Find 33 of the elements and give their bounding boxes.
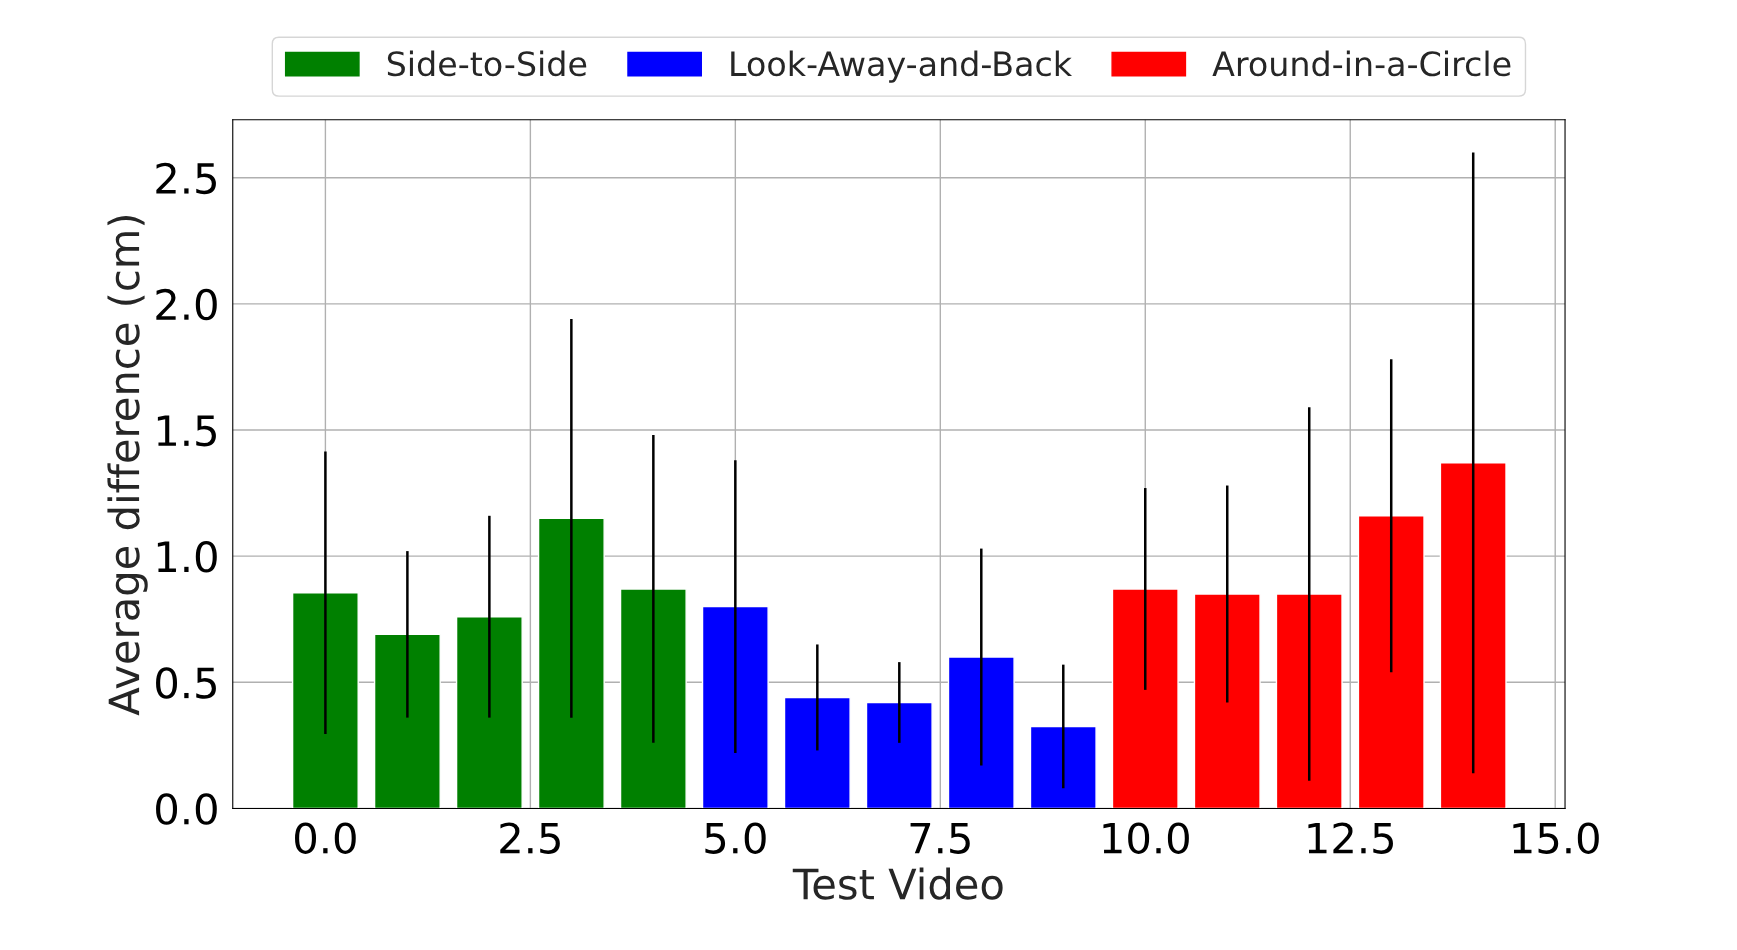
y-tick-label: 2.0 (156, 288, 217, 321)
y-tick-label: 0.0 (156, 793, 217, 825)
y-tick-label: 1.5 (157, 415, 216, 447)
legend-label: Look-Away-and-Back (731, 50, 1073, 83)
bar (947, 656, 1015, 809)
x-tick-label: 10.0 (1103, 822, 1189, 854)
bar (865, 701, 933, 809)
legend-label: Around-in-a-Circle (1212, 50, 1511, 77)
legend-label: Side-to-Side (387, 50, 587, 77)
bar (1439, 462, 1507, 809)
y-tick-label: 0.5 (156, 667, 216, 699)
bar (1193, 593, 1261, 809)
y-tick-label: 2.5 (156, 162, 216, 195)
y-tick-label: 1.0 (157, 541, 217, 573)
bar (1275, 593, 1343, 809)
bar (1029, 725, 1097, 809)
bar (537, 517, 605, 809)
bar (373, 633, 441, 809)
bar (1357, 515, 1425, 809)
bar (455, 616, 523, 809)
x-tick-label: 0.0 (295, 822, 356, 854)
bar (1111, 588, 1179, 809)
bar (291, 592, 359, 809)
x-tick-label: 12.5 (1308, 822, 1393, 854)
bar (701, 605, 769, 809)
bar (783, 696, 851, 809)
x-tick-label: 7.5 (910, 822, 970, 854)
x-tick-label: 5.0 (705, 822, 766, 854)
x-tick-label: 15.0 (1513, 822, 1599, 854)
x-tick-label: 2.5 (500, 822, 560, 854)
bar (619, 588, 687, 809)
x-axis-title: Test Video (792, 867, 1003, 900)
y-axis-title: Average difference (cm) (107, 215, 148, 716)
